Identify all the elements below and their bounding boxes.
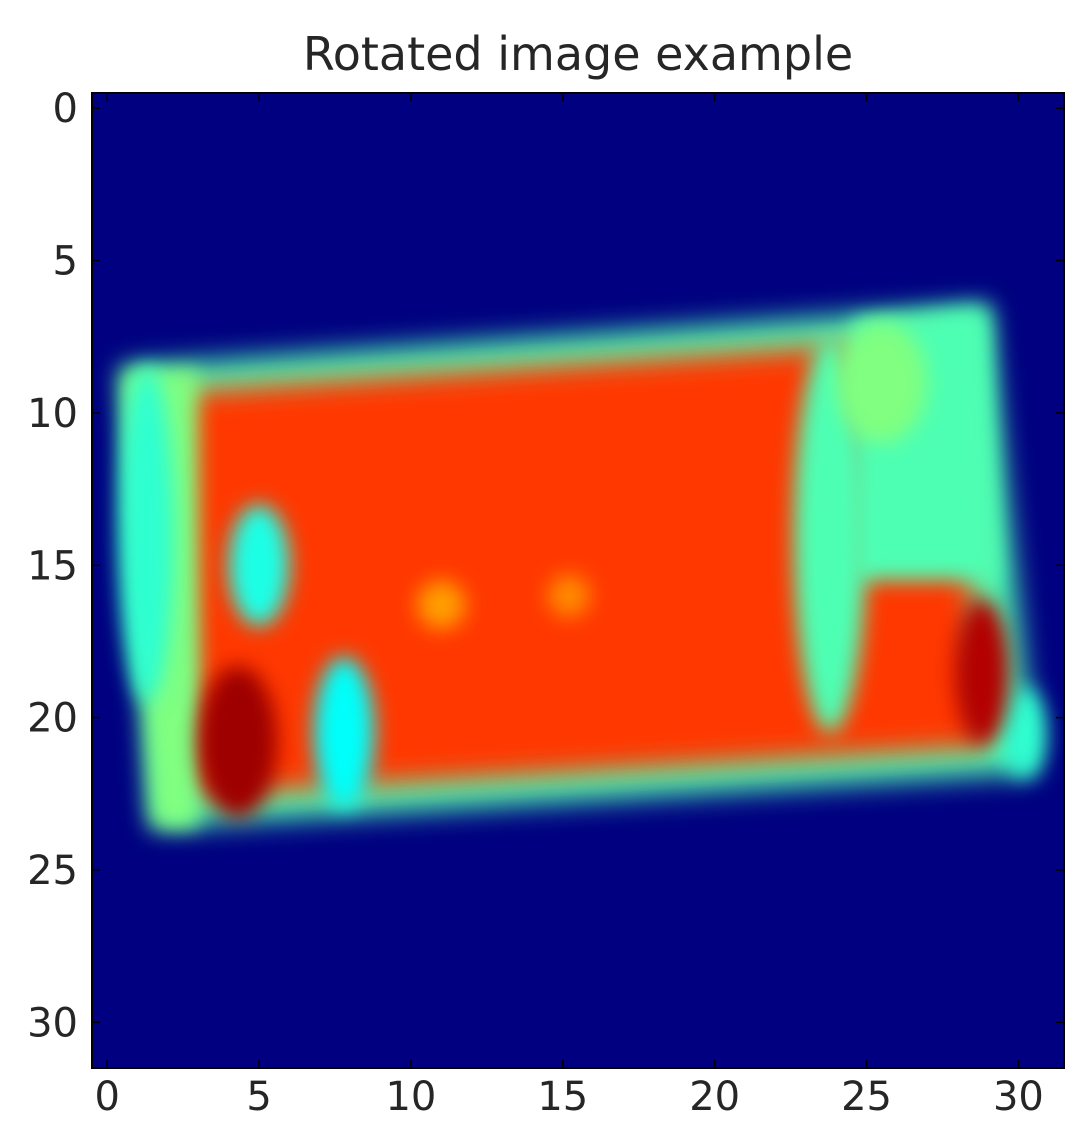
heatmap-cool-band-1 [228, 504, 290, 627]
x-tick-label: 20 [689, 1074, 740, 1120]
chart-title: Rotated image example [303, 27, 853, 81]
y-tick-label: 5 [53, 239, 78, 285]
heatmap-cool-band-4 [836, 321, 928, 444]
y-axis: 0 5 10 15 20 25 30 [27, 86, 1064, 1046]
x-tick-label: 0 [94, 1074, 119, 1120]
heatmap-hot-spot-0 [198, 665, 278, 819]
plot-area [91, 92, 1065, 1069]
y-tick-label: 10 [27, 391, 78, 437]
heatmap-cool-band-0 [119, 367, 175, 703]
y-tick-label: 20 [27, 696, 78, 742]
heatmap-hot-spot-3 [547, 574, 591, 618]
heatmap-cool-band-2 [313, 656, 375, 810]
x-axis: 0 5 10 15 20 25 30 [94, 93, 1044, 1120]
x-tick-label: 30 [993, 1074, 1044, 1120]
y-tick-label: 25 [27, 848, 78, 894]
plot-frame [91, 92, 1065, 1069]
y-tick-label: 15 [27, 543, 78, 589]
heatmap-cool-band-5 [1003, 687, 1046, 779]
y-tick-label: 0 [53, 86, 78, 132]
x-tick-label: 25 [841, 1074, 892, 1120]
x-tick-label: 5 [246, 1074, 271, 1120]
y-tick-label: 30 [27, 1000, 78, 1046]
x-tick-label: 10 [385, 1074, 436, 1120]
heatmap-hot-spot-2 [417, 580, 466, 630]
heatmap-hot-spot-1 [954, 598, 1010, 746]
heatmap-region-rotated-quad [167, 337, 988, 797]
heatmap-cool-band-3 [793, 336, 867, 733]
x-tick-label: 15 [537, 1074, 588, 1120]
